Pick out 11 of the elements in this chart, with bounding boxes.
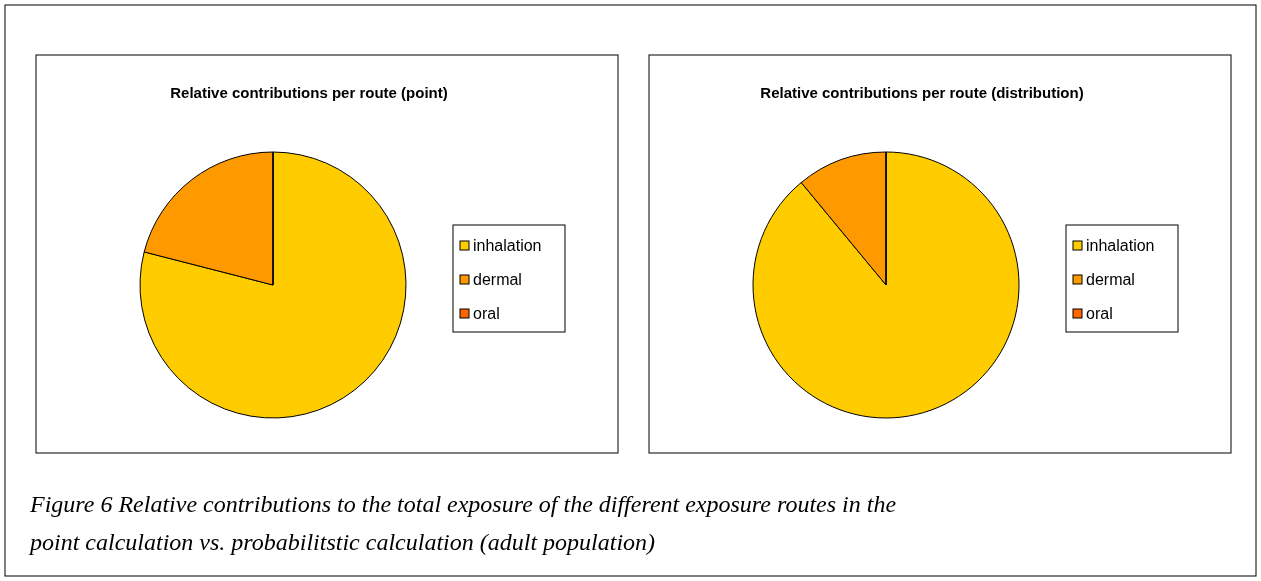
- legend-label: dermal: [473, 271, 522, 288]
- caption: Figure 6 Relative contributions to the total exposure of the different exposure routes in the point calculation vs. probabilitstic calculation (adult population): [28, 491, 897, 555]
- legend-label: oral: [1086, 305, 1113, 322]
- pie-slice: [139, 151, 407, 419]
- pie-slice: [752, 151, 1020, 419]
- legend-label: oral: [473, 305, 500, 322]
- chart-title: Relative contributions per route (point): [170, 84, 448, 101]
- chart-title: Relative contributions per route (distribution): [760, 84, 1084, 101]
- legend-label: dermal: [1086, 271, 1135, 288]
- legend-label: inhalation: [473, 237, 542, 254]
- legend-label: inhalation: [1086, 237, 1155, 254]
